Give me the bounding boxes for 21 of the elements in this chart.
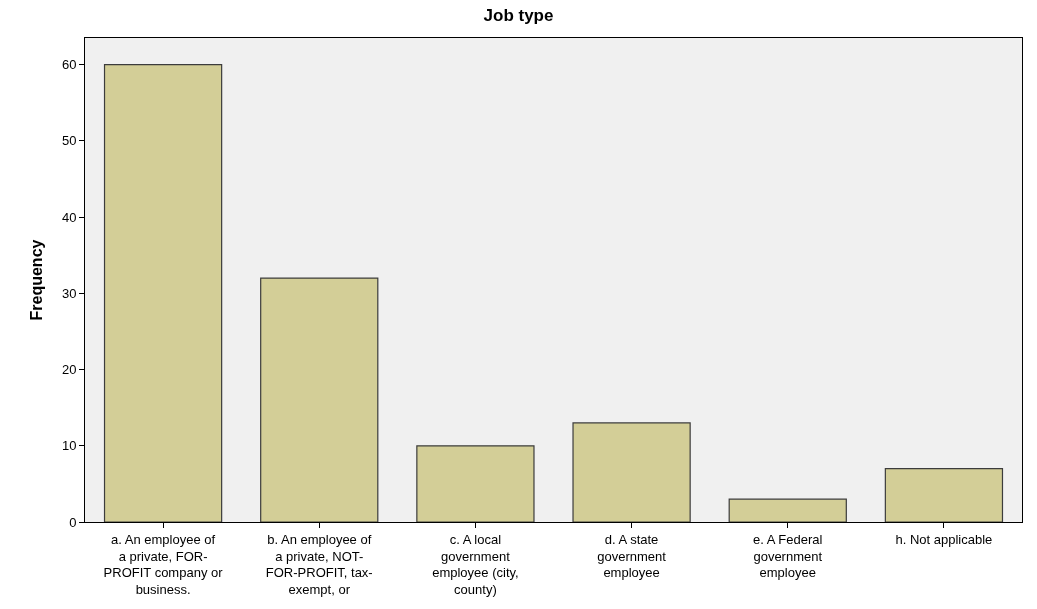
bar — [416, 445, 535, 522]
x-tick-label: d. A state government employee — [597, 531, 667, 581]
x-tick-label: a. An employee of a private, FOR-PROFIT company or business. — [103, 531, 224, 598]
bar — [572, 422, 691, 522]
y-tick-label: 20 — [61, 362, 77, 378]
bar — [884, 468, 1004, 522]
x-tick-label: b. An employee of a private, NOT-FOR-PROFIT, tax-exempt, or — [265, 531, 373, 598]
y-tick-label: 40 — [61, 209, 77, 225]
x-tick-label: h. Not applicable — [895, 531, 993, 547]
bar — [260, 277, 379, 522]
y-tick-label: 30 — [61, 285, 77, 301]
bar — [728, 498, 847, 522]
y-tick-label: 10 — [61, 438, 77, 454]
chart-title: Job type — [483, 6, 554, 26]
bar — [103, 64, 223, 522]
y-tick-label: 0 — [69, 514, 77, 530]
y-tick-label: 50 — [61, 133, 77, 149]
y-axis-title: Frequency — [27, 239, 45, 321]
y-tick-label: 60 — [61, 57, 77, 73]
x-tick-label: c. A local government employee (city, county) — [432, 531, 519, 598]
x-tick-label: e. A Federal government employee — [753, 531, 823, 581]
